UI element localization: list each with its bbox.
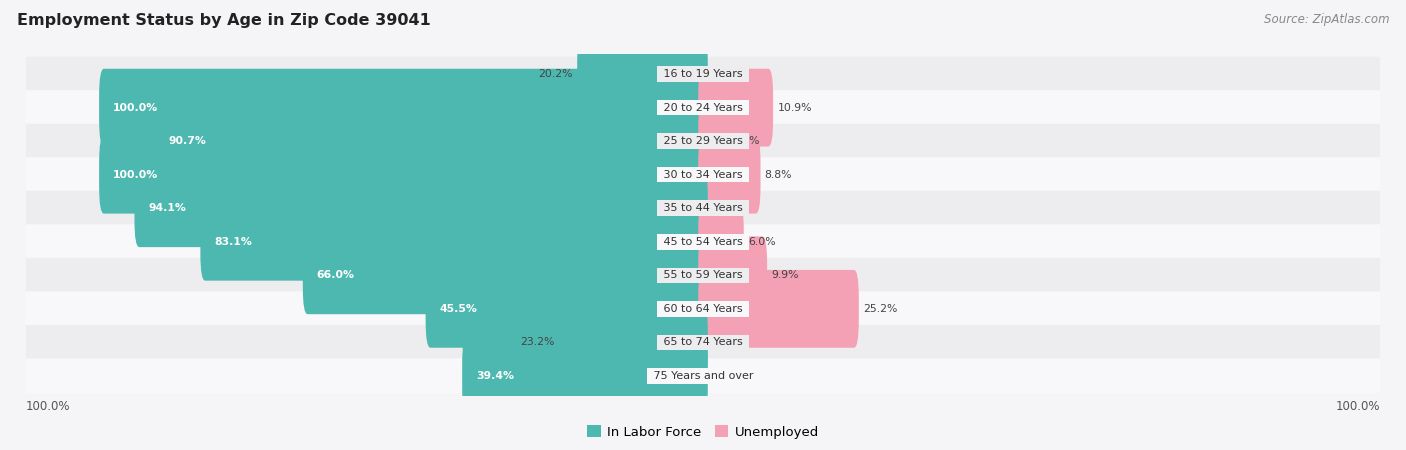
Legend: In Labor Force, Unemployed: In Labor Force, Unemployed [582,420,824,444]
FancyBboxPatch shape [100,136,707,214]
Text: 0.0%: 0.0% [711,371,740,381]
Text: 39.4%: 39.4% [477,371,515,381]
FancyBboxPatch shape [25,258,1381,293]
FancyBboxPatch shape [699,136,761,214]
FancyBboxPatch shape [25,191,1381,225]
FancyBboxPatch shape [100,69,707,147]
Text: 9.9%: 9.9% [772,270,799,280]
FancyBboxPatch shape [426,270,707,348]
FancyBboxPatch shape [699,270,859,348]
Text: 100.0%: 100.0% [112,103,157,112]
Text: 55 to 59 Years: 55 to 59 Years [659,270,747,280]
FancyBboxPatch shape [699,102,728,180]
Text: 10.9%: 10.9% [778,103,811,112]
Text: 35 to 44 Years: 35 to 44 Years [659,203,747,213]
FancyBboxPatch shape [302,236,707,314]
Text: 100.0%: 100.0% [27,400,70,413]
Text: 90.7%: 90.7% [169,136,207,146]
Text: 83.1%: 83.1% [214,237,252,247]
FancyBboxPatch shape [25,225,1381,259]
Text: 60 to 64 Years: 60 to 64 Years [659,304,747,314]
Text: 66.0%: 66.0% [316,270,354,280]
FancyBboxPatch shape [25,292,1381,326]
Text: 75 Years and over: 75 Years and over [650,371,756,381]
Text: 30 to 34 Years: 30 to 34 Years [659,170,747,180]
Text: 6.0%: 6.0% [748,237,776,247]
Text: 3.4%: 3.4% [733,136,759,146]
FancyBboxPatch shape [25,325,1381,360]
Text: 45 to 54 Years: 45 to 54 Years [659,237,747,247]
FancyBboxPatch shape [463,337,707,415]
Text: 20 to 24 Years: 20 to 24 Years [659,103,747,112]
Text: 8.8%: 8.8% [765,170,792,180]
Text: 45.5%: 45.5% [440,304,477,314]
Text: 25.2%: 25.2% [863,304,897,314]
Text: Employment Status by Age in Zip Code 39041: Employment Status by Age in Zip Code 390… [17,14,430,28]
Text: 65 to 74 Years: 65 to 74 Years [659,338,747,347]
FancyBboxPatch shape [560,303,707,381]
Text: 25 to 29 Years: 25 to 29 Years [659,136,747,146]
FancyBboxPatch shape [699,236,768,314]
FancyBboxPatch shape [25,57,1381,91]
Text: 0.0%: 0.0% [711,338,740,347]
FancyBboxPatch shape [699,69,773,147]
FancyBboxPatch shape [25,157,1381,192]
Text: 94.1%: 94.1% [148,203,186,213]
FancyBboxPatch shape [135,169,707,247]
FancyBboxPatch shape [25,90,1381,125]
FancyBboxPatch shape [578,35,707,113]
Text: 100.0%: 100.0% [1336,400,1379,413]
FancyBboxPatch shape [699,203,744,281]
Text: 100.0%: 100.0% [112,170,157,180]
FancyBboxPatch shape [201,203,707,281]
FancyBboxPatch shape [25,359,1381,393]
Text: 0.0%: 0.0% [711,203,740,213]
Text: 20.2%: 20.2% [538,69,574,79]
Text: 0.0%: 0.0% [711,69,740,79]
Text: Source: ZipAtlas.com: Source: ZipAtlas.com [1264,14,1389,27]
Text: 23.2%: 23.2% [520,338,555,347]
FancyBboxPatch shape [25,124,1381,158]
FancyBboxPatch shape [155,102,707,180]
Text: 16 to 19 Years: 16 to 19 Years [659,69,747,79]
